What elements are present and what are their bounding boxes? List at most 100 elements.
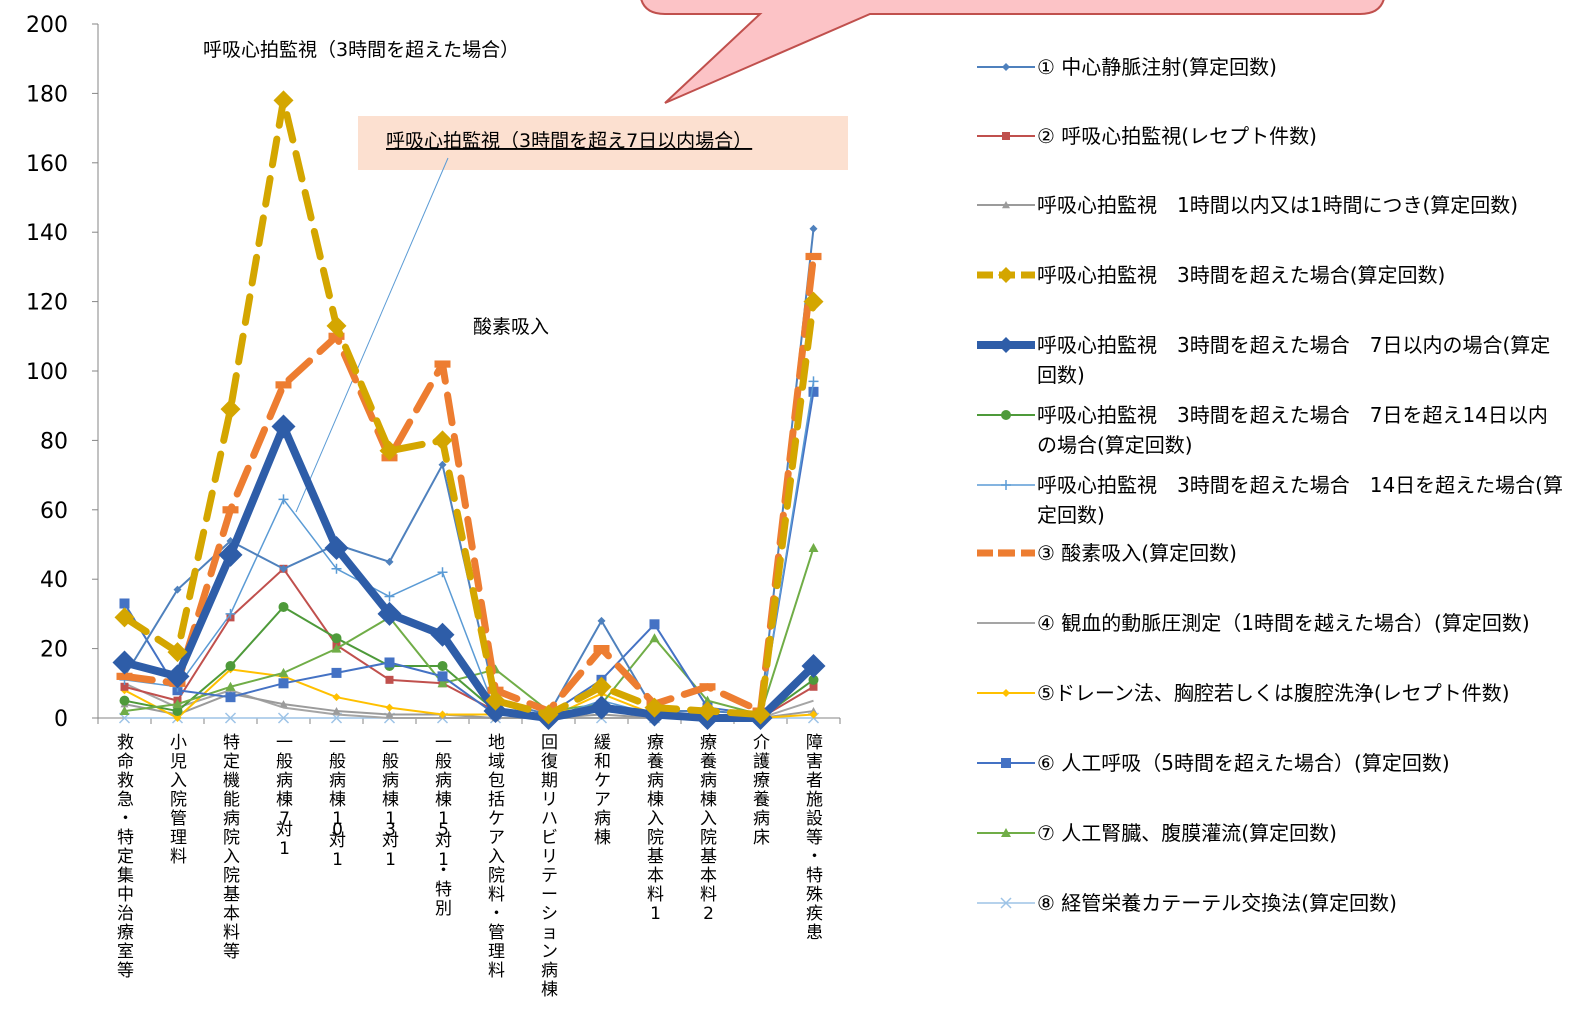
oxygen-annotation: 酸素吸入	[473, 316, 549, 338]
series-12-point	[119, 706, 130, 716]
axis-layer: 0 20 40 60 80 100 120 140 160 180 200	[26, 13, 841, 732]
legend-swatch-icon	[977, 267, 1035, 283]
y-tick-label: 40	[40, 568, 68, 593]
legend-swatch-icon	[977, 689, 1035, 697]
series-2-point	[120, 682, 129, 691]
series-4-point	[220, 399, 241, 420]
legend-swatch-point	[1001, 758, 1011, 768]
series-1	[120, 224, 818, 719]
x-category-label: 救命救急・特定集中治療室等	[117, 733, 134, 981]
series-4-point	[591, 676, 612, 697]
x-category-label: 小児入院管理料	[170, 733, 187, 867]
legend-swatch-point	[998, 267, 1014, 283]
series-11-line	[123, 391, 815, 716]
series-11-point	[331, 667, 342, 678]
series-12-point	[649, 633, 660, 643]
series-7-point	[278, 494, 289, 505]
series-4-point	[379, 440, 400, 461]
legend-swatch-point	[998, 549, 1014, 557]
legend-item: ④ 観血的動脈圧測定（1時間を越えた場合）(算定回数)	[975, 608, 1565, 638]
series-8-point	[593, 645, 610, 653]
legend-label: 呼吸心拍監視 3時間を超えた場合 7日以内の場合(算定回数)	[1037, 333, 1551, 387]
legend-swatch-icon	[977, 63, 1035, 71]
legend-swatch-point	[1002, 63, 1010, 71]
series-4	[114, 90, 824, 725]
series-4-point	[167, 642, 188, 663]
series-4-point	[326, 315, 347, 336]
series-12-point	[225, 681, 236, 691]
legend-swatch-point	[1002, 689, 1010, 697]
legend-item: ⑧ 経管栄養カテーテル交換法(算定回数)	[975, 888, 1565, 918]
series-6-point	[225, 660, 236, 671]
y-tick-label: 60	[40, 499, 68, 524]
series-11-point	[649, 619, 660, 630]
series-3-point	[385, 710, 394, 718]
top-annotation: 呼吸心拍監視（3時間を超えた場合）	[203, 39, 519, 61]
legend-label: 呼吸心拍監視 3時間を超えた場合(算定回数)	[1037, 263, 1446, 287]
series-4-point	[803, 291, 824, 312]
series-2-point	[385, 675, 394, 684]
legend-label: ⑥ 人工呼吸（5時間を超えた場合）(算定回数)	[1037, 751, 1450, 775]
legend-item: 呼吸心拍監視 3時間を超えた場合 7日を超え14日以内の場合(算定回数)	[975, 400, 1565, 460]
legend-label: ① 中心静脈注射(算定回数)	[1037, 55, 1277, 79]
x-category-label: 一般病棟 1 0 対 1	[329, 733, 346, 870]
series-4-point	[273, 90, 294, 111]
series-1-point	[809, 224, 818, 233]
series-8-point	[275, 381, 292, 389]
x-category-label: 療養病棟入院基本料 1	[647, 733, 664, 924]
legend-swatch-icon	[977, 549, 1035, 557]
x-category-label: 療養病棟入院基本料 2	[700, 733, 717, 924]
series-4-point	[697, 701, 718, 722]
legend-label: ③ 酸素吸入(算定回数)	[1037, 541, 1237, 565]
legend-item: ② 呼吸心拍監視(レセプト件数)	[975, 121, 1565, 151]
legend-swatch-point	[998, 337, 1014, 353]
legend-swatch-icon	[977, 758, 1035, 768]
legend-swatch-icon	[977, 828, 1035, 837]
series-10-point	[332, 693, 341, 702]
series-8-point	[699, 683, 716, 691]
callout-layer: 呼吸心拍監視（3時間を超え7日以内場合） 呼吸心拍監視（3時間を超えた場合） 酸…	[203, 0, 1385, 513]
series-6-point	[437, 660, 448, 671]
series-5-point	[801, 653, 826, 678]
x-category-label: 緩和ケア病棟	[594, 733, 611, 848]
series-5-point	[430, 622, 455, 647]
series-5-point	[377, 601, 402, 626]
series-7-point	[331, 563, 342, 574]
callout-label: 呼吸心拍監視（3時間を超え7日以内場合）	[386, 130, 752, 152]
legend-item: 呼吸心拍監視 3時間を超えた場合 14日を超えた場合(算定回数)	[975, 470, 1565, 530]
series-8-point	[328, 332, 345, 340]
legend-swatch-point	[1000, 897, 1012, 909]
series-12-point	[278, 667, 289, 677]
legend-swatch-icon	[977, 410, 1035, 420]
series-11-point	[437, 671, 448, 682]
callout-leader-line	[295, 157, 449, 513]
series-3-point	[279, 700, 288, 708]
x-category-label: 地域包括ケア入院料・管理料	[488, 733, 505, 981]
legend-swatch-icon	[977, 897, 1035, 909]
series-2-point	[809, 682, 818, 691]
series-8-point	[434, 360, 451, 368]
category-labels: 救命救急・特定集中治療室等 小児入院管理料 特定機能病院入院基本料等 一般病棟 7 対 1 一…	[117, 733, 823, 1000]
series-4-point	[432, 430, 453, 451]
legend-swatch-point	[1001, 480, 1011, 490]
series-11-point	[808, 386, 819, 397]
legend-swatch-icon	[977, 201, 1035, 209]
legend-label: ⑦ 人工腎臓、腹膜灌流(算定回数)	[1037, 821, 1337, 845]
series-4-point	[750, 704, 771, 725]
series-1-point	[597, 616, 606, 625]
series-7-point	[225, 608, 236, 619]
series-6-point	[808, 674, 819, 685]
legend-swatch-point	[1002, 201, 1010, 209]
y-tick-label: 200	[26, 13, 68, 38]
series-6-point	[331, 633, 342, 644]
series-12-point	[331, 643, 342, 653]
series-6	[119, 601, 819, 723]
series-5	[112, 414, 826, 730]
y-tick-label: 140	[26, 221, 68, 246]
x-category-label: 特定機能病院入院基本料等	[223, 733, 240, 962]
series-6-point	[278, 601, 289, 612]
series-6-point	[119, 695, 130, 706]
callout-label-box	[358, 116, 848, 170]
x-category-label: 障害者施設等・特殊疾患	[806, 733, 823, 943]
legend-swatch-icon	[977, 132, 1035, 140]
